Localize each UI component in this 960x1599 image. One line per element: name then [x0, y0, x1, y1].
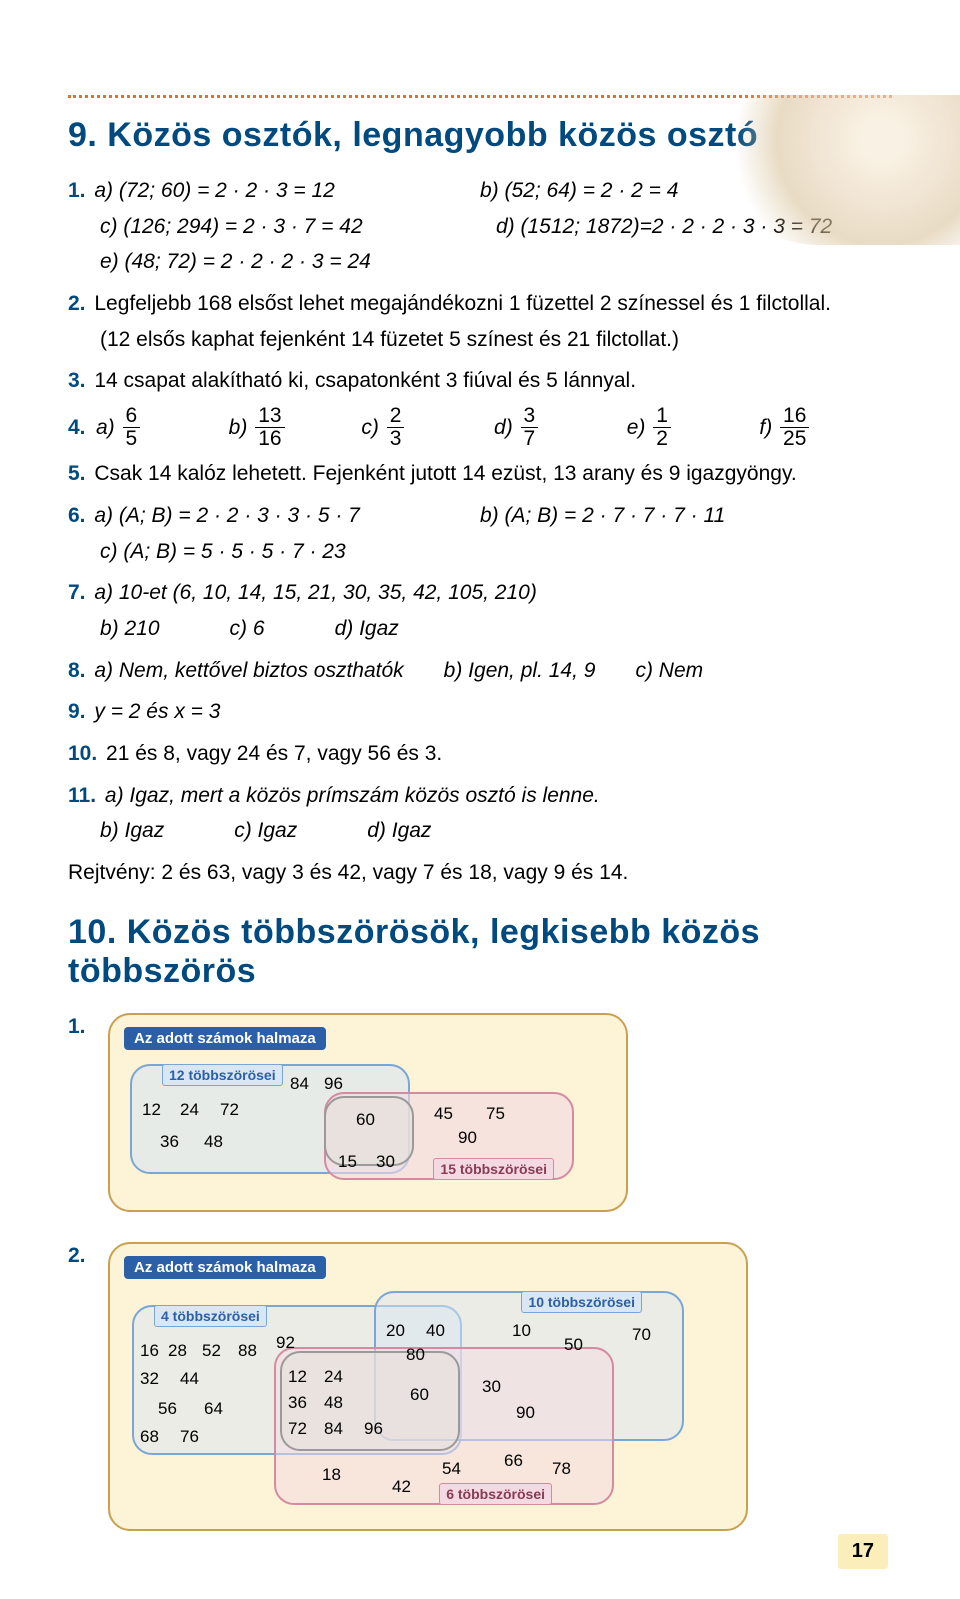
venn-diagram-2: Az adott számok halmaza 4 többszörösei 1… [108, 1242, 748, 1531]
set-10-label: 10 többszörösei [521, 1291, 642, 1313]
set-4-label: 4 többszörösei [154, 1305, 267, 1327]
q3: 3. 14 csapat alakítható ki, csapatonként… [68, 363, 892, 399]
q9: 9. y = 2 és x = 3 [68, 694, 892, 730]
q4: 4. a) 65 b) 1316 c) 23 d) 37 e) 12 f) 16… [68, 405, 892, 450]
q7: 7. a) 10-et (6, 10, 14, 15, 21, 30, 35, … [68, 575, 892, 646]
set-15-label: 15 többszörösei [433, 1158, 554, 1180]
outer-set-label: Az adott számok halmaza [124, 1027, 326, 1050]
page-content: 9. Közös osztók, legnagyobb közös osztó … [0, 116, 960, 1531]
venn-diagram-1: Az adott számok halmaza 12 többszörösei … [108, 1013, 628, 1212]
q2: 2. Legfeljebb 168 elsőst lehet megajándé… [68, 286, 892, 357]
s10-q1: 1. Az adott számok halmaza 12 többszörös… [68, 1009, 892, 1212]
q6: 6. a) (A; B) = 2 · 2 · 3 · 3 · 5 · 7 b) … [68, 498, 892, 569]
set-6-label: 6 többszörösei [439, 1483, 552, 1505]
riddle: Rejtvény: 2 és 63, vagy 3 és 42, vagy 7 … [68, 855, 892, 891]
outer-set-label-2: Az adott számok halmaza [124, 1256, 326, 1279]
s10-q2: 2. Az adott számok halmaza 4 többszöröse… [68, 1238, 892, 1531]
section-10-title: 10. Közös többszörösök, legkisebb közös … [68, 913, 892, 991]
q11: 11. a) Igaz, mert a közös prímszám közös… [68, 778, 892, 849]
q8: 8. a) Nem, kettővel biztos oszthatók b) … [68, 653, 892, 689]
page-number: 17 [838, 1534, 888, 1569]
q10: 10. 21 és 8, vagy 24 és 7, vagy 56 és 3. [68, 736, 892, 772]
q5: 5. Csak 14 kalóz lehetett. Fejenként jut… [68, 456, 892, 492]
set-12-label: 12 többszörösei [162, 1064, 283, 1086]
